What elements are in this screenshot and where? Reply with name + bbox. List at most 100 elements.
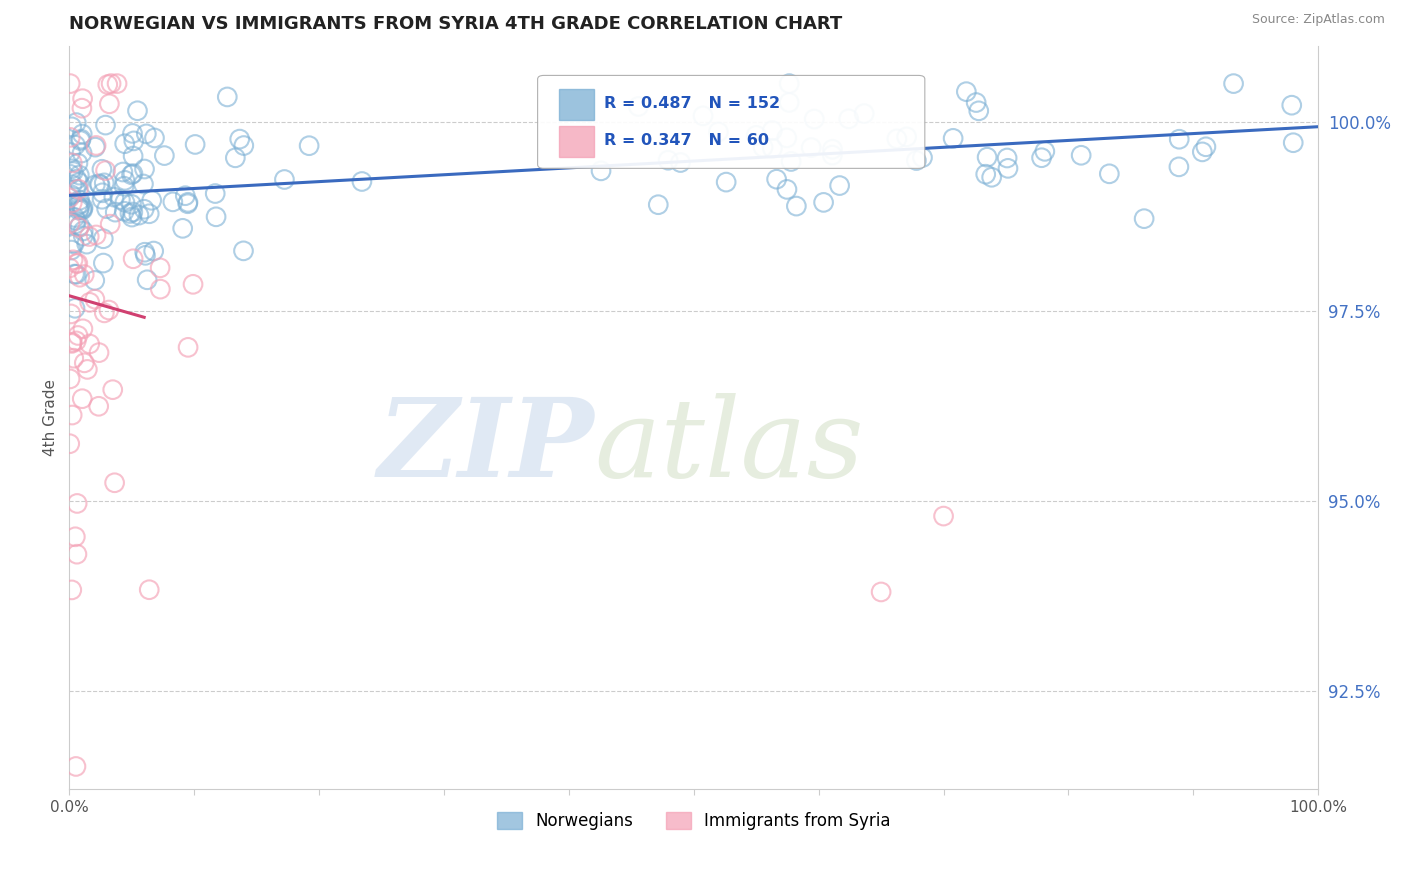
Point (134, 202, 156, 217)
Point (752, 140, 775, 154)
Point (162, 194, 184, 209)
Point (813, 195, 835, 210)
Point (60, 582, 83, 597)
Point (69, 134, 91, 148)
Point (761, 123, 783, 137)
Point (77, 229, 100, 244)
Point (89, 177, 111, 191)
Point (79, 295, 101, 310)
Point (1191, 145, 1213, 159)
Point (111, 165, 134, 179)
Point (112, 179, 135, 194)
Point (93, 176, 115, 190)
Point (65, 759, 87, 773)
Point (647, 197, 669, 211)
Point (121, 197, 143, 211)
Point (72, 322, 94, 336)
Text: Source: ZipAtlas.com: Source: ZipAtlas.com (1251, 13, 1385, 27)
Point (84, 227, 107, 242)
Text: R = 0.347   N = 60: R = 0.347 N = 60 (603, 133, 769, 148)
Point (121, 210, 143, 224)
Point (838, 112, 860, 126)
Point (72, 202, 94, 217)
Point (184, 137, 207, 152)
FancyBboxPatch shape (537, 76, 925, 169)
Point (62, 235, 84, 250)
FancyBboxPatch shape (558, 126, 593, 157)
Point (65, 256, 87, 270)
Point (93, 256, 115, 270)
Point (60, 195, 83, 210)
Point (1098, 167, 1121, 181)
Point (63, 267, 86, 281)
Point (59, 145, 82, 160)
Point (232, 138, 254, 153)
Point (657, 153, 679, 168)
Point (66, 496, 89, 510)
Point (84, 178, 107, 192)
Point (67, 182, 90, 196)
Point (63, 237, 86, 252)
Point (122, 149, 145, 163)
Point (67, 220, 90, 235)
Point (942, 131, 965, 145)
Point (105, 77, 128, 91)
Point (70, 132, 93, 146)
Point (204, 186, 226, 201)
Point (76, 362, 98, 376)
Point (70, 145, 93, 160)
Point (707, 125, 730, 139)
Point (177, 340, 200, 354)
Point (94, 118, 117, 132)
Point (60, 335, 83, 350)
Point (87, 345, 110, 359)
Point (778, 77, 800, 91)
Point (66, 328, 89, 343)
Point (228, 132, 250, 146)
Point (98, 96, 121, 111)
Point (98, 217, 121, 231)
Point (669, 155, 692, 169)
Point (65, 267, 87, 281)
Point (1168, 132, 1191, 146)
Point (821, 142, 844, 156)
Point (153, 148, 176, 162)
Point (967, 103, 990, 118)
Point (60, 120, 83, 134)
Point (70, 202, 93, 217)
Point (765, 172, 787, 186)
Point (101, 383, 124, 397)
Point (995, 151, 1018, 165)
Point (59, 436, 82, 450)
Point (70, 101, 93, 115)
Point (84, 138, 107, 153)
Point (59, 372, 82, 386)
Point (149, 282, 172, 296)
Point (273, 172, 295, 186)
Point (59, 260, 82, 275)
Point (905, 153, 928, 168)
Point (59, 168, 82, 182)
Point (692, 109, 714, 123)
Point (72, 201, 94, 215)
Point (955, 85, 977, 99)
Point (114, 173, 136, 187)
Point (134, 248, 156, 262)
Point (224, 151, 246, 165)
Point (100, 77, 122, 91)
Point (745, 128, 768, 143)
Point (65, 530, 87, 544)
Point (60, 161, 83, 176)
Point (89, 178, 111, 192)
Point (122, 167, 145, 181)
Point (1033, 145, 1056, 159)
Point (980, 170, 1002, 185)
Text: NORWEGIAN VS IMMIGRANTS FROM SYRIA 4TH GRADE CORRELATION CHART: NORWEGIAN VS IMMIGRANTS FROM SYRIA 4TH G… (69, 15, 842, 33)
Point (800, 140, 823, 154)
Point (72, 224, 94, 238)
Point (72, 92, 94, 106)
Point (65, 182, 87, 196)
Point (62, 351, 84, 366)
Y-axis label: 4th Grade: 4th Grade (44, 379, 58, 456)
Point (886, 132, 908, 146)
